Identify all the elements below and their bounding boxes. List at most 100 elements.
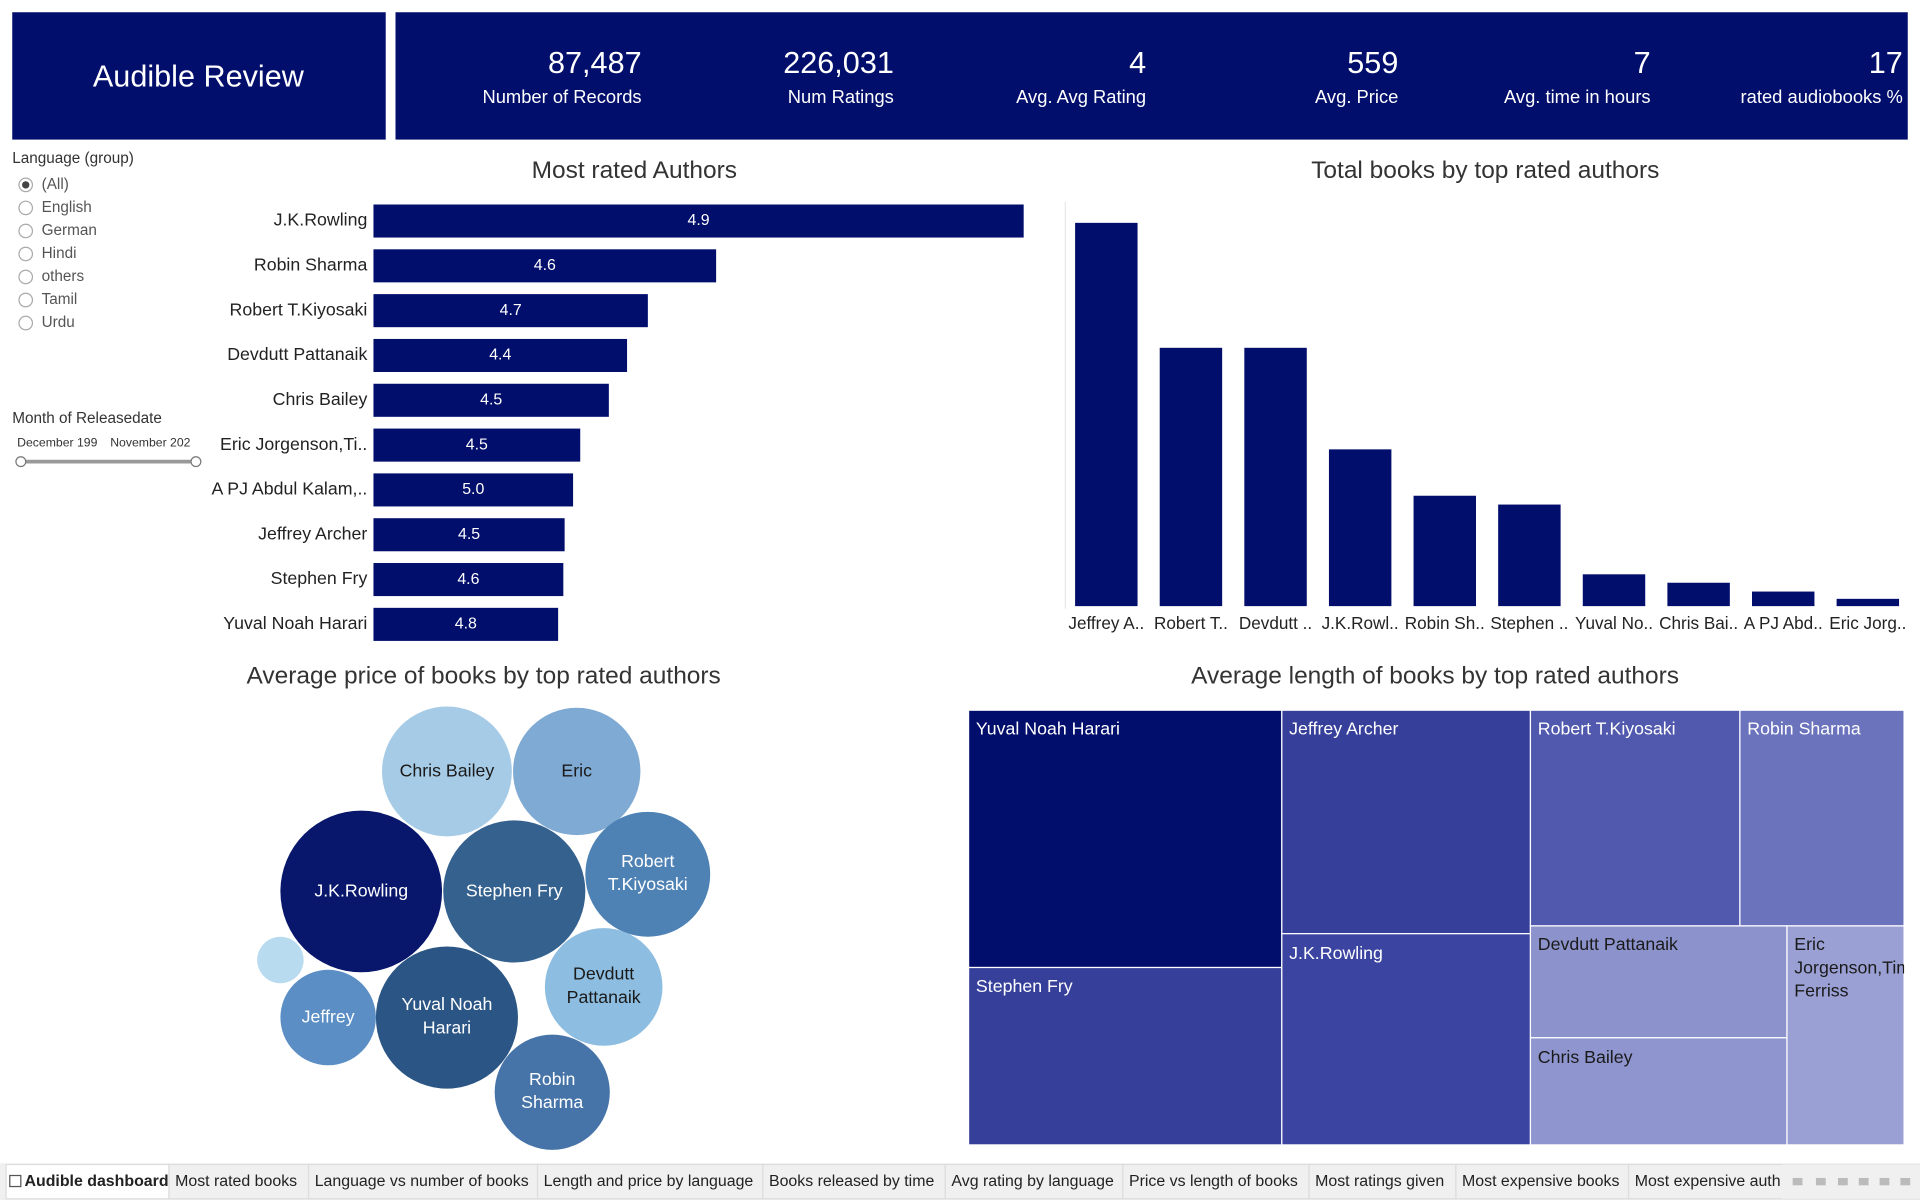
bar [1752, 591, 1815, 607]
bubble-label: Jeffrey [301, 1007, 355, 1027]
tab-label[interactable]: Price vs length of books [1129, 1173, 1298, 1190]
bubble-label-box: J.K.Rowling [314, 881, 408, 901]
radio-button[interactable] [18, 200, 34, 216]
tab-label[interactable]: Avg rating by language [951, 1173, 1114, 1190]
bubble-label: Devdutt Pattanaik [566, 965, 641, 1008]
tab-icon [9, 1174, 22, 1188]
tab[interactable] [168, 1163, 310, 1200]
bubble-label: Yuval Noah Harari [401, 995, 493, 1039]
radio-button[interactable] [18, 269, 34, 285]
bar [1667, 582, 1730, 607]
x-tick-label: Eric Jorg.. [1829, 613, 1906, 633]
bar [1582, 574, 1646, 607]
treemap-tile [1529, 925, 1788, 1039]
bar [1244, 347, 1307, 607]
slider-handle[interactable] [190, 456, 202, 468]
y-tick-label: J.K.Rowling [274, 210, 368, 230]
radio-label[interactable]: Hindi [42, 245, 77, 262]
radio-label[interactable]: (All) [42, 176, 69, 193]
dashboard-title: Audible Review [93, 59, 305, 93]
bubble-label-box: Yuval Noah Harari [401, 995, 493, 1039]
data-label: 4.6 [457, 571, 479, 588]
data-label: 4.5 [466, 436, 488, 453]
tab[interactable] [762, 1163, 946, 1200]
kpi-box [395, 12, 1908, 140]
treemap-tile [967, 966, 1283, 1146]
radio-label[interactable]: Tamil [42, 291, 78, 308]
tab-label[interactable]: Most expensive auth [1635, 1173, 1781, 1190]
tab-label[interactable]: Audible dashboard [24, 1173, 168, 1190]
tab-control[interactable] [1837, 1177, 1848, 1186]
radio-label[interactable]: others [42, 268, 85, 285]
treemap-tile [1529, 1037, 1788, 1146]
data-label: 4.5 [480, 391, 502, 408]
radio-button[interactable] [18, 246, 34, 262]
tab[interactable] [1308, 1163, 1457, 1200]
data-label: 4.6 [534, 257, 556, 274]
radio-label[interactable]: Urdu [42, 314, 75, 331]
x-tick-label: Stephen .. [1490, 613, 1568, 633]
kpi-value: 559 [1347, 46, 1398, 80]
y-tick-label: Devdutt Pattanaik [227, 344, 367, 364]
tile-label: Devdutt Pattanaik [1537, 935, 1678, 956]
y-tick-label: Robin Sharma [254, 255, 368, 275]
kpi-value: 87,487 [548, 46, 642, 80]
bar [1836, 598, 1900, 607]
tab-control[interactable] [1900, 1177, 1911, 1186]
slider-handle[interactable] [15, 456, 27, 468]
radio-button[interactable] [18, 315, 34, 331]
radio-button[interactable] [18, 292, 34, 308]
tile-label-box: Robin Sharma [1747, 720, 1860, 740]
tab-label[interactable]: Most rated books [175, 1173, 297, 1190]
bar [373, 607, 559, 641]
x-tick-label: Chris Bai.. [1659, 613, 1738, 633]
tab[interactable] [1455, 1163, 1630, 1200]
bubble-label: Stephen Fry [465, 881, 563, 901]
tab-label[interactable]: Length and price by language [544, 1173, 754, 1190]
chart-title: Average length of books by top rated aut… [1191, 663, 1679, 690]
tile-label: Jeffrey Archer [1289, 720, 1399, 740]
tab-label[interactable]: Books released by time [769, 1173, 934, 1190]
data-label: 4.7 [500, 302, 522, 319]
x-tick-label: Yuval No.. [1575, 613, 1653, 633]
bubble-label-box: Jeffrey [301, 1007, 355, 1027]
tab-control[interactable] [1815, 1177, 1826, 1186]
bubble-label-box: Stephen Fry [465, 881, 563, 901]
tab[interactable] [536, 1163, 764, 1200]
tab-label[interactable]: Most ratings given [1315, 1173, 1444, 1190]
bubble-label-box: Robin Sharma [521, 1070, 583, 1113]
bar [373, 473, 574, 507]
bubble [382, 706, 512, 837]
bar [1498, 504, 1561, 607]
radio-label[interactable]: German [42, 222, 97, 239]
tile-label-box: Jeffrey Archer [1289, 720, 1399, 740]
bubble [544, 928, 663, 1046]
bubble-label-box: Robert T.Kiyosaki [607, 852, 688, 896]
tab-label[interactable]: Language vs number of books [315, 1173, 529, 1190]
tab-control[interactable] [1879, 1177, 1890, 1186]
tab[interactable] [944, 1163, 1124, 1200]
chart-title: Average price of books by top rated auth… [247, 663, 721, 690]
tab-control[interactable] [1792, 1177, 1803, 1186]
tile-label: Chris Bailey [1537, 1047, 1633, 1068]
active-tab[interactable] [5, 1163, 170, 1200]
bubble-label: Eric [561, 761, 593, 781]
kpi-label: Number of Records [482, 86, 641, 107]
tab-control[interactable] [1858, 1177, 1869, 1186]
tile-label-box: Devdutt Pattanaik [1537, 935, 1678, 956]
bubble [375, 946, 518, 1089]
bubble [513, 707, 641, 836]
bubble-label-box: Devdutt Pattanaik [566, 965, 641, 1008]
bar [1075, 222, 1138, 607]
slider-start: December 199 [17, 435, 97, 449]
treemap-tile [967, 709, 1283, 969]
filter-title: Month of Releasedate [12, 410, 162, 427]
tab-label[interactable]: Most expensive books [1462, 1173, 1619, 1190]
radio-dot [22, 181, 30, 189]
bar [373, 204, 1024, 238]
bubble-label: Robert T.Kiyosaki [607, 852, 688, 896]
radio-label[interactable]: English [42, 199, 92, 216]
radio-button[interactable] [18, 223, 34, 239]
y-tick-label: A PJ Abdul Kalam,.. [211, 479, 367, 499]
